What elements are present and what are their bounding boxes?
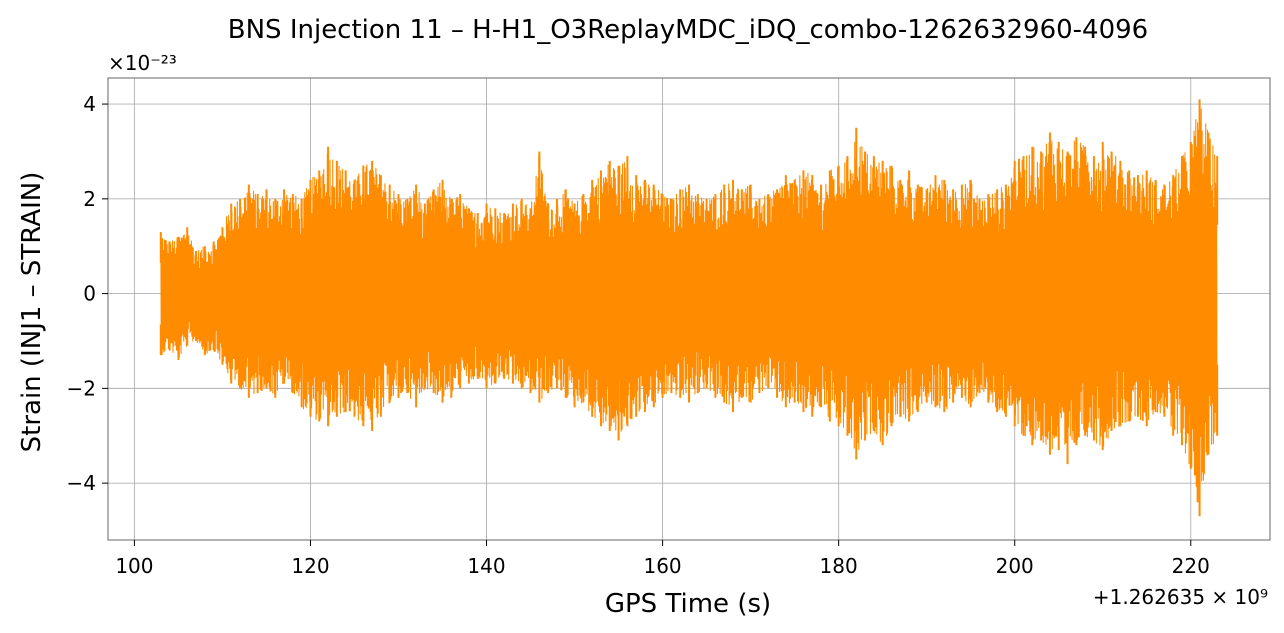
x-tick-label: 100 xyxy=(115,554,153,578)
y-tick-label: 4 xyxy=(83,92,96,116)
x-tick-label: 200 xyxy=(996,554,1034,578)
y-tick-label: 2 xyxy=(83,187,96,211)
x-tick-label: 220 xyxy=(1172,554,1210,578)
plot-frame xyxy=(107,77,1271,541)
y-tick-label: −4 xyxy=(67,471,96,495)
x-offset-label: +1.262635 × 10⁹ xyxy=(1093,585,1268,609)
x-tick-label: 140 xyxy=(467,554,505,578)
y-axis-label: Strain (INJ1 – STRAIN) xyxy=(17,172,47,453)
y-scale-multiplier: ×10⁻²³ xyxy=(108,51,177,75)
x-tick-label: 180 xyxy=(820,554,858,578)
axis-ticks: 100 120 140 160 180 200 220 −4 −2 0 2 4 xyxy=(67,92,1210,578)
x-axis-label: GPS Time (s) xyxy=(605,589,771,619)
y-tick-label: 0 xyxy=(83,282,96,306)
series-layer xyxy=(159,99,1219,517)
x-tick-label: 160 xyxy=(643,554,681,578)
chart-title: BNS Injection 11 – H-H1_O3ReplayMDC_iDQ_… xyxy=(228,15,1148,45)
y-tick-label: −2 xyxy=(67,376,96,400)
x-tick-label: 120 xyxy=(291,554,329,578)
